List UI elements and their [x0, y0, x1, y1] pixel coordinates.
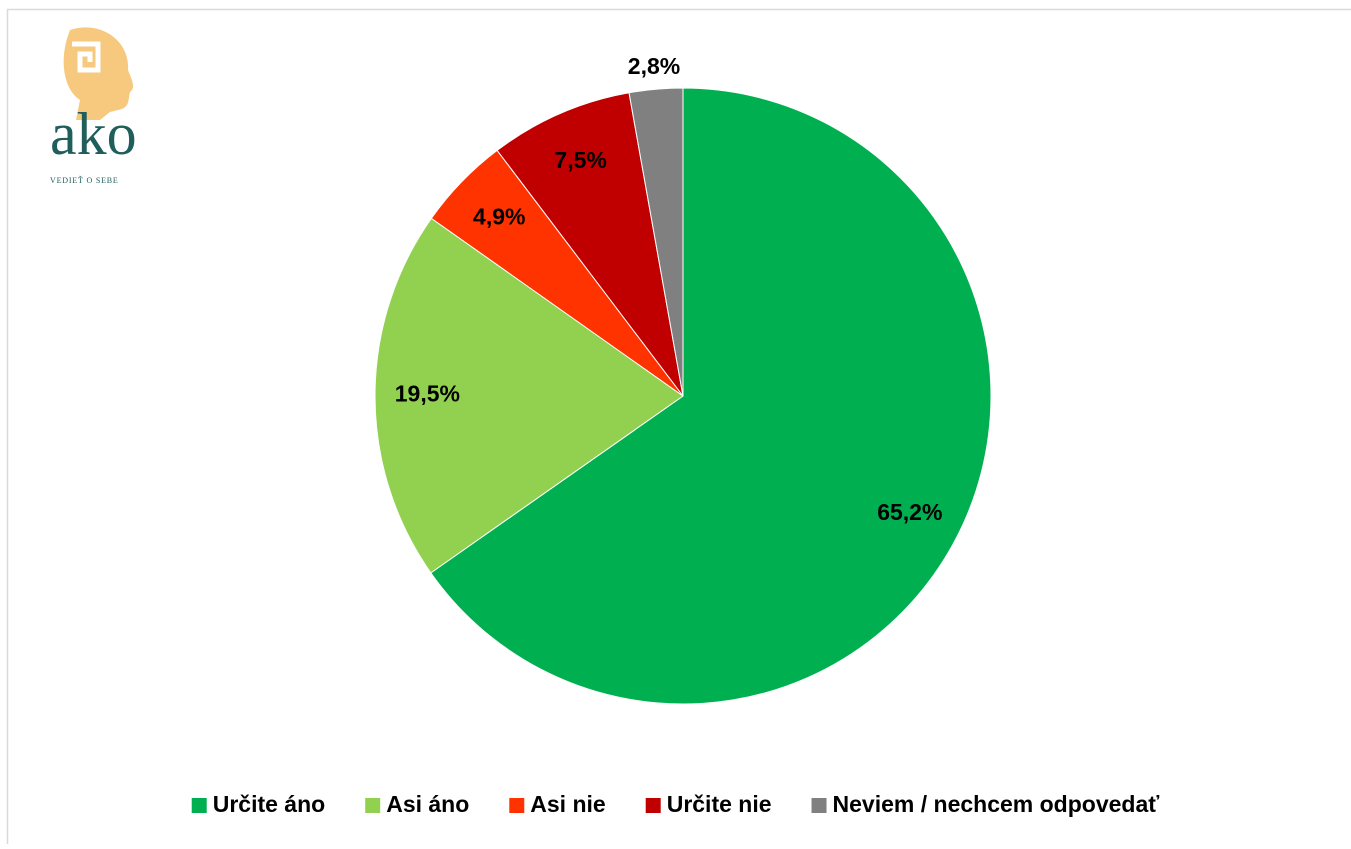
legend-swatch [365, 798, 380, 813]
legend-swatch [812, 798, 827, 813]
legend-label: Určite nie [667, 791, 772, 817]
legend-label: Určite áno [213, 791, 325, 817]
data-label: 2,8% [628, 53, 680, 79]
data-label: 7,5% [554, 147, 606, 173]
legend-swatch [192, 798, 207, 813]
legend-swatch [509, 798, 524, 813]
legend-label: Neviem / nechcem odpovedať [833, 791, 1161, 817]
data-label: 65,2% [877, 499, 942, 525]
data-label: 19,5% [395, 381, 460, 407]
data-label: 4,9% [473, 203, 525, 229]
legend-label: Asi nie [530, 791, 605, 817]
logo-text: ako [50, 101, 137, 167]
legend-swatch [646, 798, 661, 813]
logo-tagline: VEDIEŤ O SEBE [50, 175, 119, 185]
legend-label: Asi áno [386, 791, 469, 817]
